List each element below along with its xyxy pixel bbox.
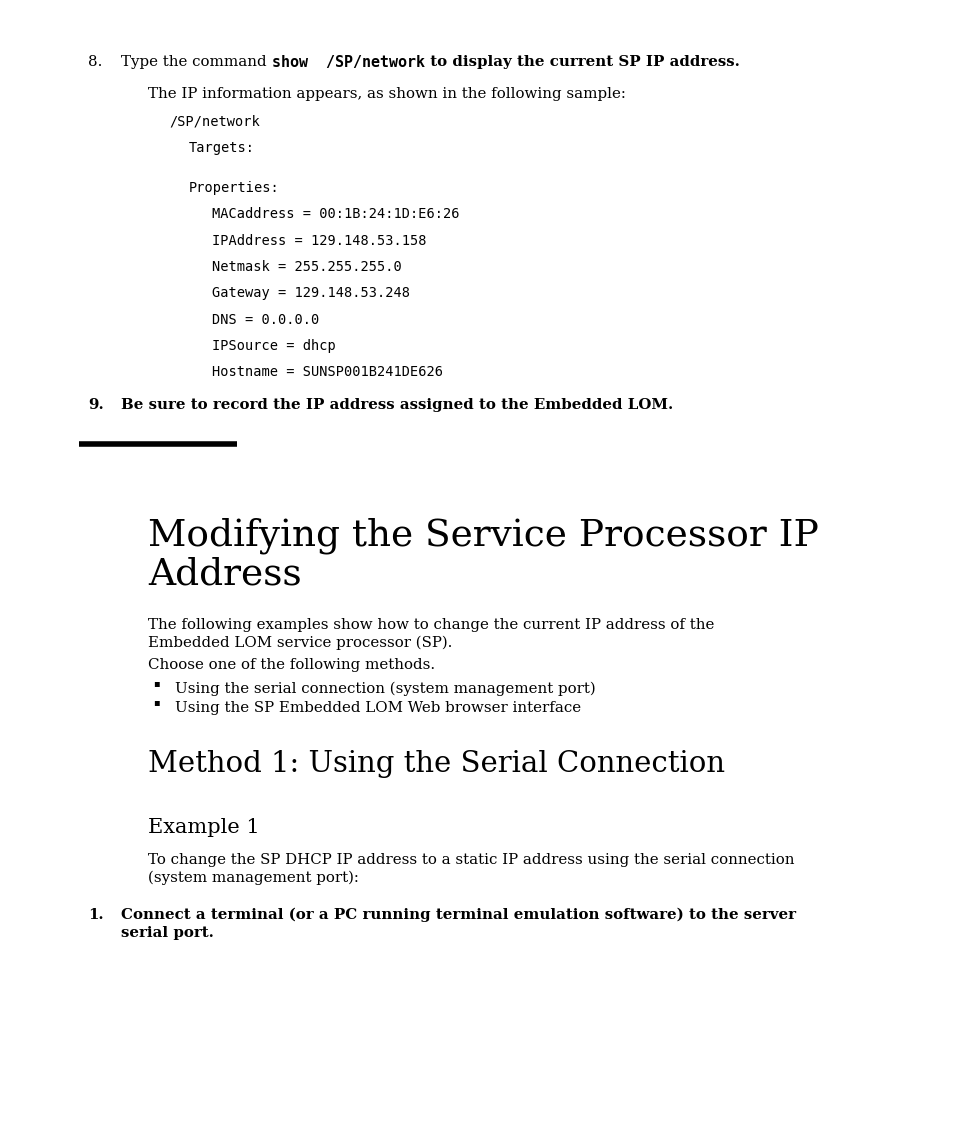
Text: Modifying the Service Processor IP
Address: Modifying the Service Processor IP Addre… xyxy=(148,518,818,593)
Text: Using the serial connection (system management port): Using the serial connection (system mana… xyxy=(174,681,595,696)
Text: The following examples show how to change the current IP address of the
Embedded: The following examples show how to chang… xyxy=(148,618,714,650)
Text: Hostname = SUNSP001B241DE626: Hostname = SUNSP001B241DE626 xyxy=(212,365,442,379)
Text: to display the current SP IP address.: to display the current SP IP address. xyxy=(424,55,739,69)
Text: Be sure to record the IP address assigned to the Embedded LOM.: Be sure to record the IP address assigne… xyxy=(121,398,673,412)
Text: Method 1: Using the Serial Connection: Method 1: Using the Serial Connection xyxy=(148,750,724,777)
Text: ▪: ▪ xyxy=(152,678,159,688)
Text: ▪: ▪ xyxy=(152,697,159,708)
Text: Properties:: Properties: xyxy=(189,181,279,195)
Text: Type the command: Type the command xyxy=(121,55,272,69)
Text: Targets:: Targets: xyxy=(189,141,254,155)
Text: 8.: 8. xyxy=(88,55,102,69)
Text: 1.: 1. xyxy=(88,908,103,922)
Text: Connect a terminal (or a PC running terminal emulation software) to the server
s: Connect a terminal (or a PC running term… xyxy=(121,908,796,940)
Text: MACaddress = 00:1B:24:1D:E6:26: MACaddress = 00:1B:24:1D:E6:26 xyxy=(212,207,458,221)
Text: Gateway = 129.148.53.248: Gateway = 129.148.53.248 xyxy=(212,286,410,300)
Text: Example 1: Example 1 xyxy=(148,818,259,837)
Text: IPSource = dhcp: IPSource = dhcp xyxy=(212,339,335,353)
Text: The IP information appears, as shown in the following sample:: The IP information appears, as shown in … xyxy=(148,87,625,101)
Text: Netmask = 255.255.255.0: Netmask = 255.255.255.0 xyxy=(212,260,401,274)
Text: show  /SP/network: show /SP/network xyxy=(272,55,424,70)
Text: 9.: 9. xyxy=(88,398,104,412)
Text: Choose one of the following methods.: Choose one of the following methods. xyxy=(148,658,435,672)
Text: DNS = 0.0.0.0: DNS = 0.0.0.0 xyxy=(212,313,318,326)
Text: Using the SP Embedded LOM Web browser interface: Using the SP Embedded LOM Web browser in… xyxy=(174,701,580,714)
Text: IPAddress = 129.148.53.158: IPAddress = 129.148.53.158 xyxy=(212,234,426,247)
Text: To change the SP DHCP IP address to a static IP address using the serial connect: To change the SP DHCP IP address to a st… xyxy=(148,853,794,885)
Text: /SP/network: /SP/network xyxy=(170,114,260,128)
